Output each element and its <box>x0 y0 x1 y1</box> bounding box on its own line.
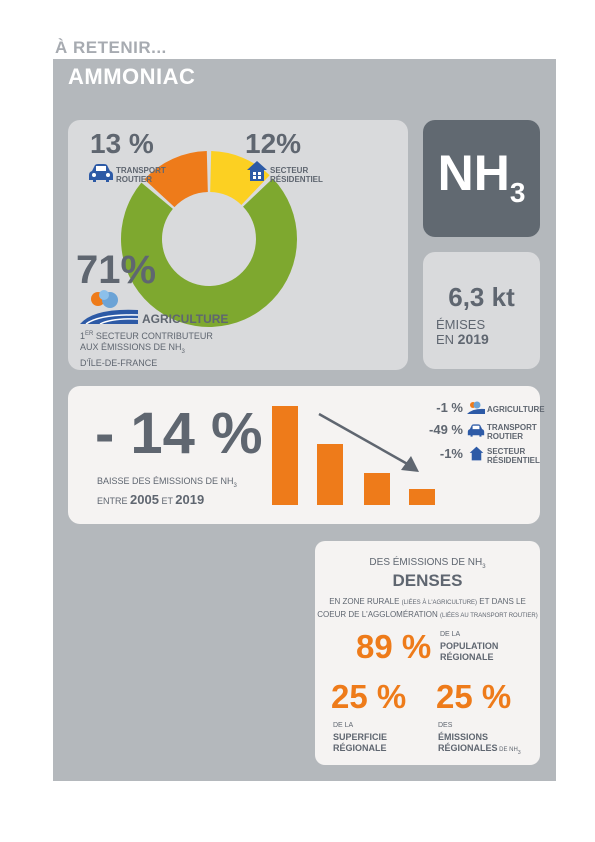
superficie-small: DE LA <box>333 722 354 729</box>
superficie-label: SUPERFICIE RÉGIONALE <box>333 732 388 753</box>
house-icon <box>247 161 267 181</box>
trend-bar <box>317 444 343 505</box>
population-percent: 89 % <box>356 628 432 665</box>
emissions-card <box>423 252 540 369</box>
kicker: À RETENIR... <box>55 38 167 57</box>
page-title: AMMONIAC <box>68 64 196 89</box>
residentiel-label: SECTEUR RÉSIDENTIEL <box>270 166 323 184</box>
legend-agriculture: -1 % AGRICULTURE <box>436 400 545 415</box>
car-icon <box>467 424 485 437</box>
trend-value: - 14 % <box>95 401 263 466</box>
car-icon <box>89 164 113 182</box>
population-small: DE LA <box>440 631 461 638</box>
emissions-share-percent: 25 % <box>436 678 512 715</box>
emissions-share-small: DES <box>438 722 453 729</box>
house-icon <box>469 446 484 461</box>
superficie-percent: 25 % <box>331 678 407 715</box>
tree-field-icon <box>467 401 485 414</box>
legend-residentiel: -1% SECTEUR RÉSIDENTIEL <box>439 446 540 465</box>
agriculture-percent: 71% <box>76 248 157 292</box>
trend-bar <box>409 489 435 505</box>
trend-arrow-icon <box>318 412 419 472</box>
emissions-label: ÉMISES EN 2019 <box>436 317 489 347</box>
donut-slice-agriculture <box>121 178 298 327</box>
dense-description: EN ZONE RURALE (LIÉES À L'AGRICULTURE) E… <box>317 597 538 619</box>
population-label: POPULATION RÉGIONALE <box>440 641 499 662</box>
dense-heading: DENSES <box>392 571 463 590</box>
agriculture-note: 1ER SECTEUR CONTRIBUTEUR AUX ÉMISSIONS D… <box>80 331 213 368</box>
formula-text: NH3 <box>437 145 526 208</box>
residentiel-percent: 12% <box>245 128 302 159</box>
dense-card <box>315 541 540 765</box>
emissions-value: 6,3 kt <box>448 282 515 312</box>
trend-caption: BAISSE DES ÉMISSIONS DE NH3 ENTRE 2005 E… <box>97 476 237 507</box>
legend-transport: -49 % TRANSPORT ROUTIER <box>429 422 537 441</box>
donut-slice-transport <box>144 151 208 208</box>
sector-donut-chart <box>121 151 298 327</box>
agriculture-label: AGRICULTURE <box>142 312 229 326</box>
trend-bar <box>364 473 390 505</box>
tree-field-icon <box>80 290 138 324</box>
emissions-share-label: ÉMISSIONS RÉGIONALES DE NH3 <box>438 732 521 756</box>
dense-line-1: DES ÉMISSIONS DE NH3 <box>369 557 486 570</box>
transport-label: TRANSPORT ROUTIER <box>116 166 166 184</box>
transport-percent: 13 % <box>90 128 154 159</box>
trend-card <box>68 386 540 524</box>
trend-bar <box>272 406 298 505</box>
formula-card <box>423 120 540 237</box>
